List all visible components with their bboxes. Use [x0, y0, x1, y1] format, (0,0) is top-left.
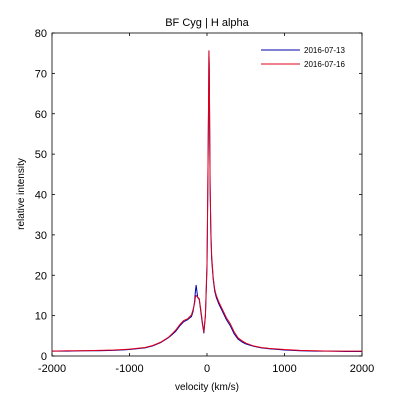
legend: 2016-07-13 2016-07-16: [261, 46, 345, 69]
ticks-layer: -2000 -1000 0 1000 2000 0 10 20 30 40 50 60 70 80: [35, 28, 374, 375]
y-tick-label: 10: [35, 311, 47, 323]
y-tick-label: 70: [35, 68, 47, 80]
x-tick-label: 0: [204, 363, 210, 375]
y-tick-label: 20: [35, 270, 47, 282]
plot-area: [51, 32, 363, 357]
legend-label: 2016-07-13: [304, 46, 345, 55]
y-axis-label: relative intensity: [16, 158, 27, 230]
y-tick-label: 80: [35, 28, 47, 40]
chart-title: BF Cyg | H alpha: [165, 17, 249, 29]
y-tick-label: 0: [41, 351, 47, 363]
y-tick-label: 40: [35, 190, 47, 202]
x-tick-label: 1000: [272, 363, 296, 375]
x-axis-label: velocity (km/s): [175, 382, 239, 393]
y-tick-label: 30: [35, 230, 47, 242]
y-tick-label: 50: [35, 149, 47, 161]
series-line-2: [51, 50, 362, 352]
x-tick-label: -2000: [38, 363, 66, 375]
legend-label: 2016-07-16: [304, 60, 345, 69]
y-tick-label: 60: [35, 109, 47, 121]
x-tick-label: -1000: [115, 363, 143, 375]
series-layer: [51, 50, 362, 353]
x-tick-label: 2000: [350, 363, 374, 375]
